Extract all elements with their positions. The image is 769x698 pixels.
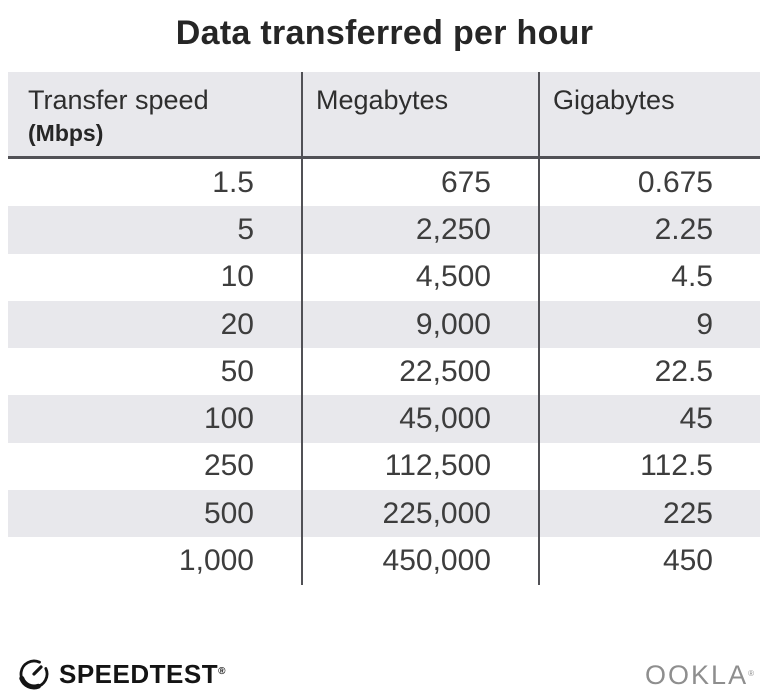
column-header-megabytes: Megabytes	[301, 72, 538, 156]
speedtest-wordmark-text: SPEEDTEST	[59, 659, 219, 689]
table-row: 1.5 675 0.675	[8, 159, 760, 207]
table-cell: 4,500	[301, 253, 538, 301]
table-cell: 112,500	[301, 442, 538, 491]
table-cell: 22.5	[538, 348, 760, 396]
table-cell: 225,000	[301, 490, 538, 538]
table-row: 50 22,500 22.5	[8, 348, 760, 396]
table-row: 250 112,500 112.5	[8, 442, 760, 491]
page-title: Data transferred per hour	[175, 14, 594, 52]
table-cell: 45	[538, 395, 760, 443]
table-row: 5 2,250 2.25	[8, 206, 760, 254]
table-cell: 9	[538, 300, 760, 349]
table-cell: 100	[203, 402, 254, 436]
table-cell: 250	[203, 449, 254, 483]
column-header-transfer-speed-label: Transfer speed	[28, 85, 209, 115]
speedtest-gauge-icon	[19, 659, 49, 690]
table-row: 10 4,500 4.5	[8, 253, 760, 301]
speedtest-logo: SPEEDTEST®	[18, 658, 226, 690]
ookla-registered-mark: ®	[748, 669, 756, 678]
table-cell: 2,250	[301, 206, 538, 254]
table-cell: 1.5	[212, 165, 254, 199]
table-cell: 10	[220, 260, 254, 294]
table-cell: 225	[538, 490, 760, 538]
table-cell: 9,000	[301, 300, 538, 349]
table-row: 500 225,000 225	[8, 490, 760, 538]
table-cell: 50	[220, 354, 254, 388]
table-cell: 500	[203, 496, 254, 530]
table-row: 100 45,000 45	[8, 395, 760, 443]
ookla-wordmark-text: OOKLA	[645, 660, 749, 690]
table-cell: 450	[538, 537, 760, 585]
column-header-transfer-speed-unit: (Mbps)	[28, 120, 104, 146]
table-header-row: Transfer speed (Mbps) Megabytes Gigabyte…	[8, 72, 760, 159]
table-cell: 45,000	[301, 395, 538, 443]
table-cell: 1,000	[178, 544, 254, 578]
table-cell: 450,000	[301, 537, 538, 585]
table-cell: 2.25	[538, 206, 760, 254]
column-header-gigabytes: Gigabytes	[538, 72, 760, 156]
data-table: Transfer speed (Mbps) Megabytes Gigabyte…	[8, 72, 760, 585]
speedtest-registered-mark: ®	[218, 666, 226, 677]
table-cell: 5	[237, 212, 254, 246]
column-header-transfer-speed: Transfer speed (Mbps)	[8, 72, 301, 156]
table-cell: 112.5	[538, 442, 760, 491]
table-cell: 4.5	[538, 253, 760, 301]
ookla-wordmark: OOKLA®	[645, 661, 756, 689]
table-cell: 675	[301, 159, 538, 207]
table-cell: 22,500	[301, 348, 538, 396]
table-row: 20 9,000 9	[8, 300, 760, 349]
table-cell: 20	[220, 307, 254, 341]
table-body: 1.5 675 0.675 5 2,250 2.25 10 4,500 4.5 20 9,000 9 5…	[8, 159, 760, 585]
table-row: 1,000 450,000 450	[8, 537, 760, 585]
speedtest-wordmark: SPEEDTEST®	[59, 658, 226, 690]
table-cell: 0.675	[538, 159, 760, 207]
